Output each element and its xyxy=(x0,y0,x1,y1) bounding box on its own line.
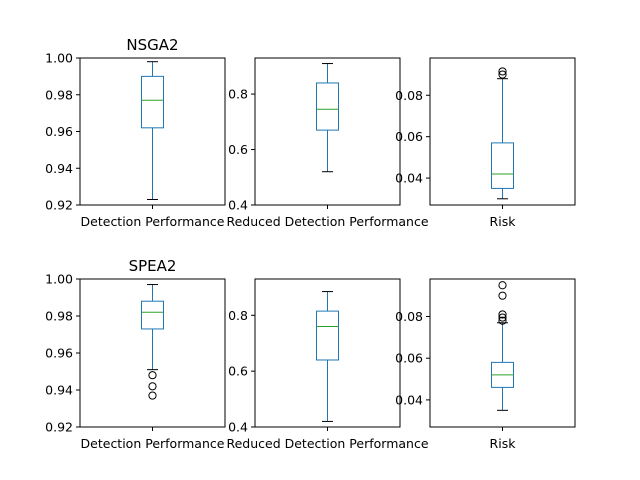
x-category-label: Reduced Detection Performance xyxy=(226,214,428,229)
y-tick-label: 0.92 xyxy=(45,420,73,435)
y-tick-label: 0.8 xyxy=(228,87,248,102)
x-category-label: Detection Performance xyxy=(81,436,225,451)
y-tick-label: 0.4 xyxy=(228,420,248,435)
y-tick-label: 0.96 xyxy=(45,346,73,361)
outlier-point xyxy=(498,313,507,322)
iqr-box xyxy=(316,82,339,131)
y-tick-label: 0.94 xyxy=(45,161,73,176)
y-tick-label: 1.00 xyxy=(45,272,73,287)
y-tick-label: 0.6 xyxy=(228,142,248,157)
outlier-point xyxy=(148,371,157,380)
subplot: 0.92 0.94 0.96 0.98 1.00 Detection Performanc… xyxy=(45,257,226,451)
outlier-point xyxy=(498,291,507,300)
outlier-point xyxy=(498,281,507,290)
y-tick-label: 0.4 xyxy=(228,198,248,213)
outlier-point xyxy=(498,310,507,319)
y-tick-label: 0.94 xyxy=(45,383,73,398)
subplot: 0.4 0.6 0.8 Reduced Detection Performance xyxy=(226,278,429,451)
outlier-point xyxy=(498,67,507,76)
y-tick-label: 0.08 xyxy=(395,88,423,103)
y-tick-label: 0.92 xyxy=(45,198,73,213)
y-tick-label: 0.98 xyxy=(45,87,73,102)
subplot: 0.92 0.94 0.96 0.98 1.00 Detection Performanc… xyxy=(45,36,226,229)
y-tick-label: 0.06 xyxy=(395,351,423,366)
subplot: 0.04 0.06 0.08 Risk xyxy=(395,57,576,229)
y-tick-label: 0.04 xyxy=(395,392,423,407)
y-tick-label: 0.04 xyxy=(395,171,423,186)
y-tick-label: 1.00 xyxy=(45,51,73,66)
y-tick-label: 0.06 xyxy=(395,129,423,144)
subplot-title: NSGA2 xyxy=(126,36,178,54)
outlier-point xyxy=(148,391,157,400)
iqr-box xyxy=(141,300,164,330)
x-category-label: Risk xyxy=(490,436,517,451)
y-tick-label: 0.8 xyxy=(228,308,248,323)
subplot-title: SPEA2 xyxy=(129,257,177,275)
outlier-point xyxy=(498,70,507,79)
x-category-label: Reduced Detection Performance xyxy=(226,436,428,451)
iqr-box xyxy=(141,75,164,129)
subplot: 0.4 0.6 0.8 Reduced Detection Performance xyxy=(226,57,429,229)
subplot: 0.04 0.06 0.08 Risk xyxy=(395,278,576,451)
iqr-box xyxy=(491,142,514,189)
x-category-label: Risk xyxy=(490,214,517,229)
x-category-label: Detection Performance xyxy=(81,214,225,229)
y-tick-label: 0.96 xyxy=(45,124,73,139)
y-tick-label: 0.98 xyxy=(45,309,73,324)
outlier-point xyxy=(148,382,157,391)
outlier-point xyxy=(498,316,507,325)
iqr-box xyxy=(316,310,339,361)
y-tick-label: 0.6 xyxy=(228,364,248,379)
y-tick-label: 0.08 xyxy=(395,309,423,324)
